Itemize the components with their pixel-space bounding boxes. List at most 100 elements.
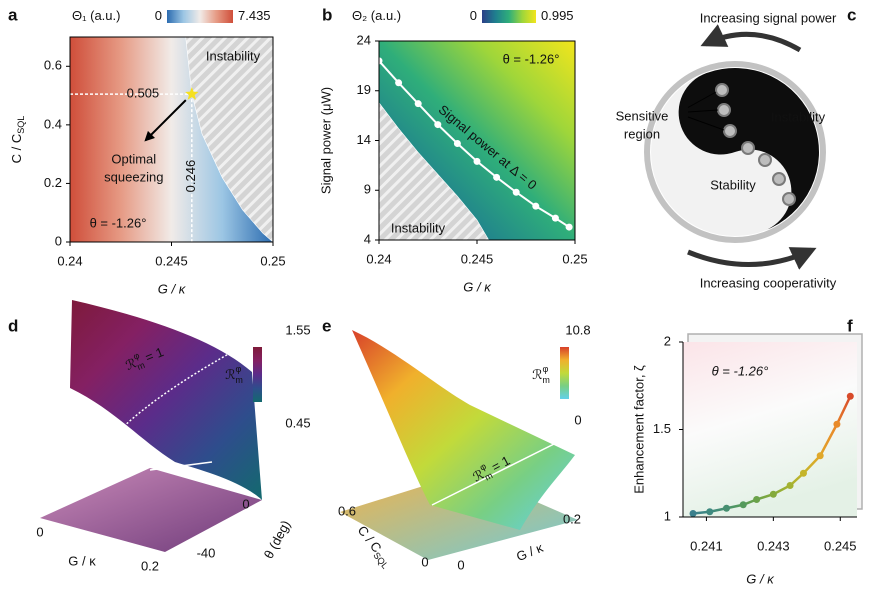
panel-letter: e [322,316,331,335]
contour-line [149,461,213,471]
x-tick-label: 0.25 [260,253,285,268]
label-part: ℛ [532,367,542,382]
y-tick-label: 0.2 [563,511,581,526]
x-tick-label: 0.245 [155,253,188,268]
sensitive-point [741,141,755,155]
curve-point [493,173,501,181]
colorbar [253,347,262,402]
colorbar-tick-label: 0.45 [285,415,310,430]
optimum-star [185,87,199,100]
y-tick-label: 24 [357,32,371,47]
x-axis-label: G / κ [463,279,492,294]
x-tick-label: 0.245 [461,251,494,266]
label-part: m [235,375,243,385]
callout-line [687,116,725,131]
colorbar [167,10,233,23]
x-axis-label: G / κ [68,553,96,568]
x-tick-label: 0.243 [757,538,790,553]
callout-line [687,91,717,108]
y-tick-label: 2 [664,333,671,348]
surface-sheet [70,300,262,500]
y-tick-label: 9 [364,182,371,197]
arrow-bottom [687,247,817,270]
callout-label: squeezing [104,170,163,185]
y-tick-label: 0.2 [44,175,62,190]
region-label: Stability [710,177,756,192]
colorbar [482,10,536,23]
curve-point [532,202,540,210]
annotation: θ = -1.26° [90,215,147,230]
y-axis-label: Signal power (μW) [318,87,333,194]
sensitive-point [782,192,796,206]
callout-label: region [624,126,660,141]
surface-sheet [352,330,575,530]
colorbar-tick-label: 0 [574,412,581,427]
y-tick-label: 0.6 [44,58,62,73]
y-tick-label: -40 [197,545,216,560]
data-point [739,501,747,509]
surface-floor [40,468,262,552]
y-tick-label: 1.5 [653,421,671,436]
label-part: φ [132,351,141,363]
arrow-top [700,24,802,53]
curve-point [512,188,520,196]
region-label: Instability [391,220,446,235]
x-tick-label: 0.6 [338,503,356,518]
x-tick-label: 0.24 [57,253,82,268]
plot-area [683,342,857,517]
label-part: m [483,470,494,482]
region-label: Instability [771,109,826,124]
y-tick-label: 19 [357,82,371,97]
colorbar-tick-label: 7.435 [238,8,271,23]
curve-point [414,100,422,108]
x-tick-label: 0.241 [690,538,723,553]
callout-label: Optimal [111,152,156,167]
colorbar-label: ℛφ m [225,364,243,385]
contour-line [117,351,233,433]
y-tick-label: 0 [457,557,464,572]
panel-letter: f [847,316,853,335]
data-point [723,504,730,512]
label-part: φ [543,364,549,374]
curve-point [434,121,442,129]
y-tick-label: 14 [357,132,371,147]
x-tick-label: 0 [421,554,428,569]
stability-boundary [378,102,490,241]
x-tick-label: 0.245 [824,538,857,553]
y-tick-label: 1 [664,508,671,523]
x-tick-label: 0.25 [562,251,587,266]
panel-letter: c [847,5,856,24]
data-point [689,510,697,517]
data-point [769,490,777,498]
y-axis-label: C / CSQL [9,116,26,164]
instability-region [185,37,273,242]
callout-arrow [144,99,187,142]
x-axis-label: G / κ [746,571,775,586]
surface-floor [340,472,578,560]
x-tick-label: 0.2 [141,558,159,573]
bottom-label: Increasing cooperativity [700,275,837,290]
y-axis-label: Enhancement factor, ζ [631,365,646,494]
colorbar-tick-label: 0 [470,8,477,23]
curve-point [473,157,481,165]
sensitive-point [715,83,729,97]
curve-point [453,139,461,147]
label-part: m [542,375,550,385]
sensitive-point [772,172,786,186]
colorbar-tick-label: 1.55 [285,322,310,337]
top-label: Increasing signal power [700,10,837,25]
data-point [816,452,824,460]
colorbar-label: ℛφ m [532,364,550,385]
contour-line [431,439,563,506]
callout-label: Sensitive [616,108,669,123]
colorbar-label: Θ₁ (a.u.) [72,8,120,23]
curve-point [395,79,403,87]
optimum-x-label: 0.246 [183,160,198,193]
label-part: C / C [9,134,24,164]
label-part: ℛ [225,367,235,382]
x-axis-label: G / κ [158,281,187,296]
optimum-y-label: 0.505 [127,86,160,101]
data-point [833,420,841,428]
colorbar [560,347,569,399]
